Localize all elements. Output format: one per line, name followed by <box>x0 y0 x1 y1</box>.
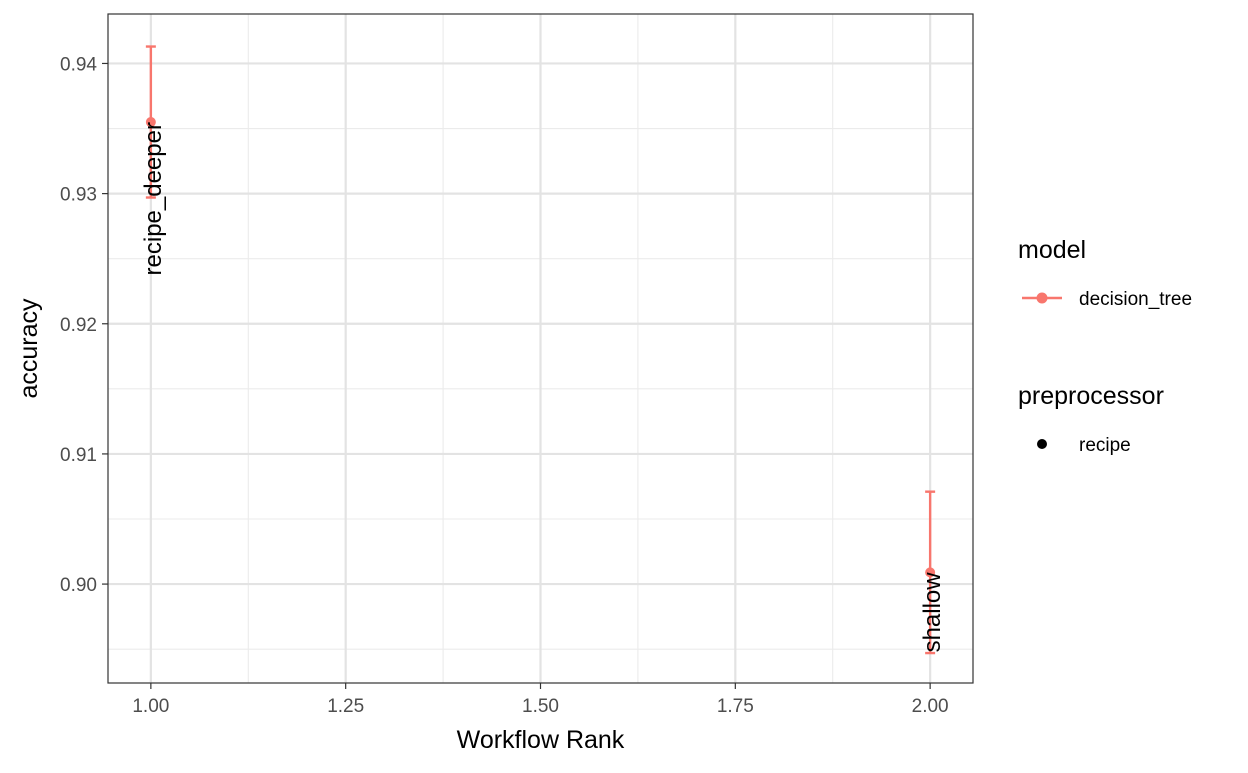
y-tick-label: 0.94 <box>60 54 97 75</box>
data-point-label: recipe_deeper <box>140 122 167 275</box>
legend-point-icon <box>1036 292 1048 304</box>
grid-lines <box>108 14 973 683</box>
x-tick-label: 1.50 <box>522 696 559 717</box>
x-tick-label: 1.25 <box>327 696 364 717</box>
axis-layer: 1.00 1.25 1.50 1.75 2.00 0.90 0.91 0.92 0.93 0.94 <box>60 54 949 717</box>
y-tick-label: 0.92 <box>60 315 97 336</box>
data-point-label: shallow <box>919 572 946 653</box>
x-tick-label: 1.00 <box>132 696 169 717</box>
x-tick-label: 2.00 <box>912 696 949 717</box>
legend: model decision_tree preprocessor recipe <box>1018 236 1192 456</box>
data-point <box>925 567 936 578</box>
legend-title: model <box>1018 236 1086 264</box>
data-point <box>145 117 156 128</box>
legend-item-label: decision_tree <box>1079 289 1192 310</box>
legend-item-label: recipe <box>1079 435 1131 456</box>
y-tick-label: 0.91 <box>60 445 97 466</box>
x-axis-title: Workflow Rank <box>457 726 625 754</box>
legend-title: preprocessor <box>1018 382 1164 410</box>
y-tick-label: 0.90 <box>60 575 97 596</box>
x-tick-label: 1.75 <box>717 696 754 717</box>
y-axis-title: accuracy <box>15 298 43 399</box>
legend-point-icon <box>1037 439 1047 449</box>
y-tick-label: 0.93 <box>60 185 97 206</box>
